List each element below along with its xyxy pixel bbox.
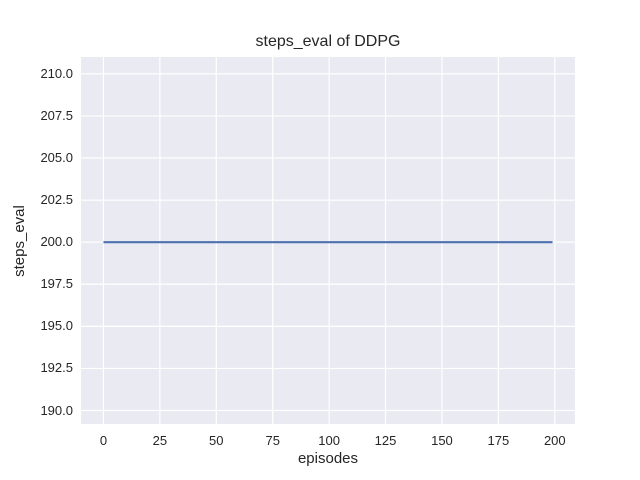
y-tick-label: 192.5	[40, 360, 73, 376]
x-tick-label: 50	[209, 433, 224, 448]
chart-title: steps_eval of DDPG	[255, 33, 401, 50]
x-tick-label: 75	[265, 433, 280, 448]
y-tick-label: 200.0	[40, 234, 73, 250]
y-tick-label: 195.0	[40, 318, 73, 334]
x-tick-label: 200	[543, 433, 566, 448]
y-tick-label: 190.0	[40, 402, 73, 418]
x-axis-label: episodes	[297, 450, 359, 467]
x-tick-label: 25	[152, 433, 168, 448]
x-tick-label: 175	[487, 433, 510, 448]
x-tick-label: 150	[431, 433, 453, 448]
y-tick-label: 205.0	[40, 150, 73, 165]
y-tick-label: 210.0	[40, 65, 73, 81]
x-tick-label: 125	[374, 433, 397, 448]
x-tick-label: 100	[318, 433, 340, 448]
y-tick-label: 197.5	[40, 276, 73, 292]
y-tick-label: 202.5	[40, 192, 73, 208]
x-tick-label: 0	[99, 433, 108, 448]
y-tick-label: 207.5	[40, 107, 73, 123]
axes-background	[81, 57, 575, 424]
